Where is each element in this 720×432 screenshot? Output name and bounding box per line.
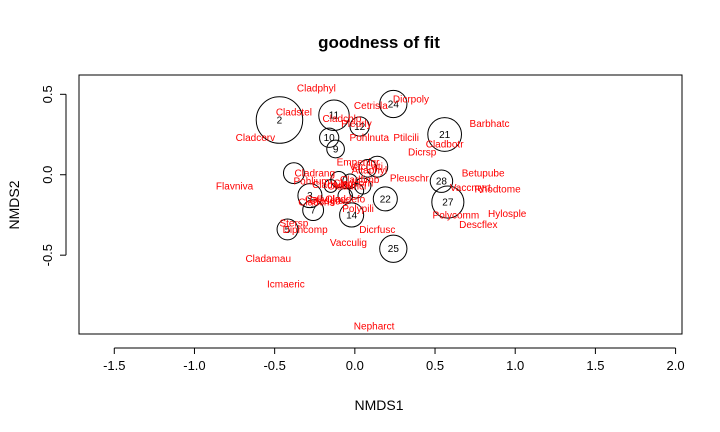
x-tick-label: 2.0 <box>667 358 685 373</box>
site-circle <box>297 183 323 209</box>
site-circle <box>372 186 398 212</box>
x-tick-label: -0.5 <box>263 358 285 373</box>
site-label: 14 <box>346 210 358 221</box>
site-circle <box>337 187 353 204</box>
x-axis-label: NMDS1 <box>354 397 403 413</box>
site-label: 12 <box>354 122 366 133</box>
site-label: 10 <box>324 133 336 144</box>
species-label: Diphcomp <box>283 225 328 236</box>
species-label: Ptilcili <box>393 133 419 144</box>
species-label: Cladcerv <box>236 133 275 144</box>
species-label: Empenigr <box>337 157 380 168</box>
species-label: Cladarbu <box>312 180 353 191</box>
species-label: Flavniva <box>216 182 254 193</box>
species-label: Pohlium <box>293 177 329 188</box>
site-label: 2 <box>277 116 283 127</box>
site-circle <box>349 116 370 137</box>
site-label: 9 <box>333 145 339 156</box>
site-circle <box>326 139 345 159</box>
y-tick-label: 0.0 <box>40 166 55 184</box>
x-tick-label: 1.0 <box>506 358 524 373</box>
site-label: 21 <box>439 130 451 141</box>
species-label: Cladamau <box>245 254 291 265</box>
species-label: Barbhatc <box>470 119 510 130</box>
x-axis: -1.5 -1.0 -0.5 0.0 0.5 1.0 1.5 2.0 <box>103 347 685 373</box>
species-label: Polypili <box>342 204 374 215</box>
site-circle <box>282 162 305 185</box>
chart-title: goodness of fit <box>318 33 440 52</box>
species-label: Altaphyl <box>351 165 387 176</box>
species-label: Dicrsp <box>408 148 437 159</box>
species-label: Betupube <box>462 169 505 180</box>
species-label: Descflex <box>459 220 497 231</box>
site-label: 25 <box>388 244 400 255</box>
y-tick-label: 0.5 <box>40 85 55 103</box>
species-label: Claddefo <box>325 194 365 205</box>
species-label: Cetrisla <box>354 101 388 112</box>
site-circle <box>319 127 340 148</box>
species-label: Cladcris <box>298 198 334 209</box>
site-circle <box>366 155 389 178</box>
site-circles-layer: 2 11 24 12 109 21 28 27 22 14 25 3 7 5 <box>255 89 465 263</box>
site-label: 7 <box>310 206 316 217</box>
species-label: Hylosple <box>488 209 527 220</box>
site-label: 22 <box>380 194 392 205</box>
site-circle <box>318 99 350 131</box>
x-tick-label: -1.0 <box>183 358 205 373</box>
site-circle <box>379 89 408 119</box>
site-circle <box>379 234 408 263</box>
plot-area-frame <box>78 74 683 335</box>
site-label: 3 <box>307 191 313 202</box>
site-label: 5 <box>285 225 291 236</box>
species-label: Callvulg <box>305 194 341 205</box>
y-axis: -0.5 0.0 0.5 <box>40 85 67 266</box>
species-label: Cladcorn <box>333 178 373 189</box>
species-label: Cladrang <box>294 169 335 180</box>
x-tick-label: -1.5 <box>103 358 125 373</box>
y-axis-label: NMDS2 <box>6 180 22 229</box>
x-tick-label: 0.5 <box>426 358 444 373</box>
site-circle <box>255 96 304 144</box>
species-label: Vaccviti <box>349 162 383 173</box>
site-circle <box>339 202 365 228</box>
site-circle <box>302 199 325 222</box>
site-circle <box>323 179 338 193</box>
site-label: 28 <box>436 177 448 188</box>
species-label: Icmaeric <box>267 280 305 291</box>
species-label: Vaccmyrt <box>450 183 491 194</box>
site-label: 11 <box>329 111 340 122</box>
x-tick-label: 0.0 <box>346 358 364 373</box>
species-label: Cladfimb <box>340 175 380 186</box>
site-circle <box>431 185 465 219</box>
species-label: Cladbotr <box>426 140 464 151</box>
site-label: 24 <box>388 99 400 110</box>
species-label: Rhodtome <box>475 185 522 196</box>
y-tick-label: -0.5 <box>40 244 55 266</box>
site-circle <box>429 169 454 193</box>
species-label: Cladchlo <box>323 114 362 125</box>
species-label: Cladunci <box>327 182 366 193</box>
species-labels-layer: Cladphyl Dicrpoly Cetrisla Cladstel Cladchlo… <box>216 83 527 332</box>
species-label: Dicrpoly <box>393 95 429 106</box>
species-label: Dicrfusc <box>359 225 395 236</box>
site-circle <box>358 158 377 178</box>
site-circle <box>427 117 462 152</box>
site-label: 27 <box>442 198 454 209</box>
species-label: Cladgrac <box>309 196 349 207</box>
species-label: Stersp <box>279 219 308 230</box>
site-circle <box>348 183 365 199</box>
x-tick-label: 1.5 <box>586 358 604 373</box>
species-label: Cladstel <box>276 108 312 119</box>
site-circle <box>276 218 299 241</box>
species-label: Pleuschr <box>390 173 430 184</box>
species-label: Vacculig <box>330 238 367 249</box>
species-label: Pohlnuta <box>350 133 390 144</box>
species-label: Pleurly <box>341 119 372 130</box>
species-label: Cladphyl <box>297 83 336 94</box>
species-label: Nepharct <box>354 321 395 332</box>
species-label: Polycomm <box>433 210 480 221</box>
